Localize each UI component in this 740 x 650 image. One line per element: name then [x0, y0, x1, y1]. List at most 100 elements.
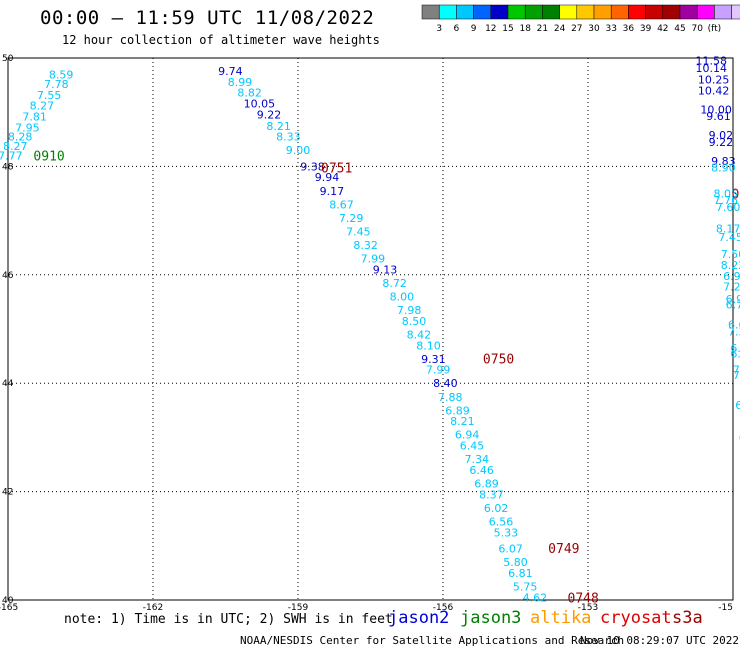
colorbar-label: 70 — [691, 24, 703, 34]
wave-height-point: 7.36 — [733, 369, 740, 382]
wave-height-point: 8.67 — [329, 198, 354, 211]
colorbar-label: 27 — [571, 24, 582, 34]
wave-height-point: 8.27 — [30, 100, 55, 113]
wave-height-point: 6.81 — [508, 567, 533, 580]
wave-height-point: 6.6 — [739, 431, 740, 444]
y-tick-label: 46 — [2, 271, 14, 281]
plot-area: -165-162-159-156-153-154042444648509.748… — [0, 54, 740, 610]
wave-height-point: 6.94 — [455, 429, 480, 442]
wave-height-point: 10.00 — [700, 103, 732, 116]
wave-height-point: 10.42 — [698, 85, 730, 98]
colorbar-label: 18 — [519, 24, 531, 34]
pass-time-label: 0750 — [483, 352, 514, 367]
colorbar-label: 42 — [657, 24, 668, 34]
wave-height-point: 6.51 — [730, 347, 740, 360]
colorbar-label: 39 — [640, 24, 652, 34]
wave-height-point: 7.36 — [728, 326, 740, 339]
wave-height-point: 8.21 — [266, 120, 291, 133]
colorbar-label: 21 — [537, 24, 548, 34]
chart-subtitle: 12 hour collection of altimeter wave hei… — [62, 33, 380, 47]
wave-height-point: 6.95 — [723, 270, 740, 283]
wave-height-point: 7.81 — [22, 111, 47, 124]
y-tick-label: 40 — [2, 596, 14, 606]
wave-height-point: 9.22 — [257, 108, 282, 121]
colorbar-label: 9 — [471, 24, 477, 34]
colorbar-label: 15 — [502, 24, 513, 34]
pass-time-label: 0910 — [33, 150, 64, 165]
wave-height-point: 6.77 — [726, 299, 740, 312]
x-tick-label: -153 — [578, 603, 598, 610]
wave-height-point: 7.99 — [361, 253, 386, 266]
colorbar-label: 33 — [605, 24, 616, 34]
wave-height-point: 9.00 — [286, 144, 311, 157]
wave-height-point: 7.98 — [397, 304, 422, 317]
wave-height-point: 6.02 — [484, 502, 509, 515]
wave-height-point: 8.21 — [450, 415, 475, 428]
wave-height-point: 8.37 — [479, 488, 504, 501]
wave-height-point: 5.75 — [513, 580, 538, 593]
y-tick-label: 50 — [2, 54, 14, 64]
wave-height-point: 5.80 — [503, 556, 528, 569]
wave-height-point: 7.34 — [465, 453, 490, 466]
wave-height-point: 8.90 — [711, 161, 736, 174]
colorbar-label: 30 — [588, 24, 600, 34]
y-tick-label: 48 — [2, 162, 14, 172]
wave-height-point: 8.17 — [716, 223, 740, 236]
colorbar-label: 24 — [554, 24, 566, 34]
wave-height-point: 8.82 — [237, 87, 262, 100]
wave-height-point: 8.33 — [276, 131, 301, 144]
pass-time-label: 0751 — [321, 161, 352, 176]
wave-height-point: 5.33 — [494, 526, 519, 539]
wave-height-point: 6.38 — [730, 342, 740, 355]
wave-height-point: 8.00 — [390, 290, 415, 303]
wave-height-point: 6.97 — [726, 293, 740, 306]
wave-height-point: 7.60 — [716, 201, 740, 214]
chart-title: 00:00 – 11:59 UTC 11/08/2022 — [40, 7, 375, 29]
wave-height-point: 7.99 — [426, 364, 451, 377]
colorbar-label: 6 — [454, 24, 460, 34]
wave-height-point: 9.22 — [709, 136, 734, 149]
pass-time-label: 0 — [732, 188, 740, 203]
wave-height-point: 7.78 — [44, 78, 69, 91]
generated-timestamp: Nov 10 08:29:07 UTC 2022 — [580, 634, 739, 647]
legend-jason2: jason2 — [388, 608, 450, 628]
units-note: note: 1) Time is in UTC; 2) SWH is in fe… — [64, 612, 393, 627]
wave-height-point: 6.56 — [489, 515, 514, 528]
wave-height-point: 9.13 — [373, 263, 398, 276]
wave-height-point: 6.07 — [498, 543, 523, 556]
wave-height-point: 9.17 — [320, 185, 345, 198]
colorbar-label: 36 — [623, 24, 635, 34]
legend-altika: altika — [530, 608, 592, 628]
colorbar-label: 12 — [485, 24, 496, 34]
colorbar-swatch — [731, 4, 740, 20]
wave-height-point: 8.40 — [433, 377, 458, 390]
wave-height-point: 9.61 — [706, 110, 731, 123]
credit-line: NOAA/NESDIS Center for Satellite Applica… — [240, 634, 625, 647]
wave-height-point: 8.32 — [353, 239, 378, 252]
wave-height-point: 4.62 — [523, 591, 548, 604]
wave-height-point: 6.45 — [460, 440, 485, 453]
legend-s3a: s3a — [672, 608, 703, 628]
colorbar-label: 3 — [436, 24, 442, 34]
plot-frame — [7, 57, 734, 601]
colorbar-label: 45 — [674, 24, 685, 34]
wave-height-point: 8.50 — [402, 315, 427, 328]
pass-time-label: 0749 — [548, 542, 579, 557]
x-tick-label: -165 — [0, 603, 18, 610]
wave-height-point: 7.29 — [339, 212, 364, 225]
wave-height-point: 7.95 — [15, 121, 40, 134]
wave-height-point: 8.27 — [3, 140, 28, 153]
wave-height-point: 6.89 — [445, 404, 470, 417]
wave-height-point: 9.02 — [709, 129, 734, 142]
wave-height-point: 10.05 — [244, 98, 276, 111]
wave-height-point: 8.42 — [407, 328, 432, 341]
wave-height-point: 7.45 — [718, 231, 740, 244]
wave-height-point: 9.38 — [300, 160, 325, 173]
y-tick-label: 42 — [2, 488, 13, 498]
x-tick-label: -15 — [718, 603, 733, 610]
wave-height-point: 7.31 — [733, 364, 740, 377]
wave-height-point: 6.66 — [735, 399, 740, 412]
wave-height-point: 9.74 — [218, 65, 243, 78]
wave-height-point: 6.61 — [728, 319, 740, 332]
wave-height-colorbar: 3 6 9 12 15 18 21 24 27 30 33 36 39 42 45 70 (ft) — [421, 4, 740, 34]
